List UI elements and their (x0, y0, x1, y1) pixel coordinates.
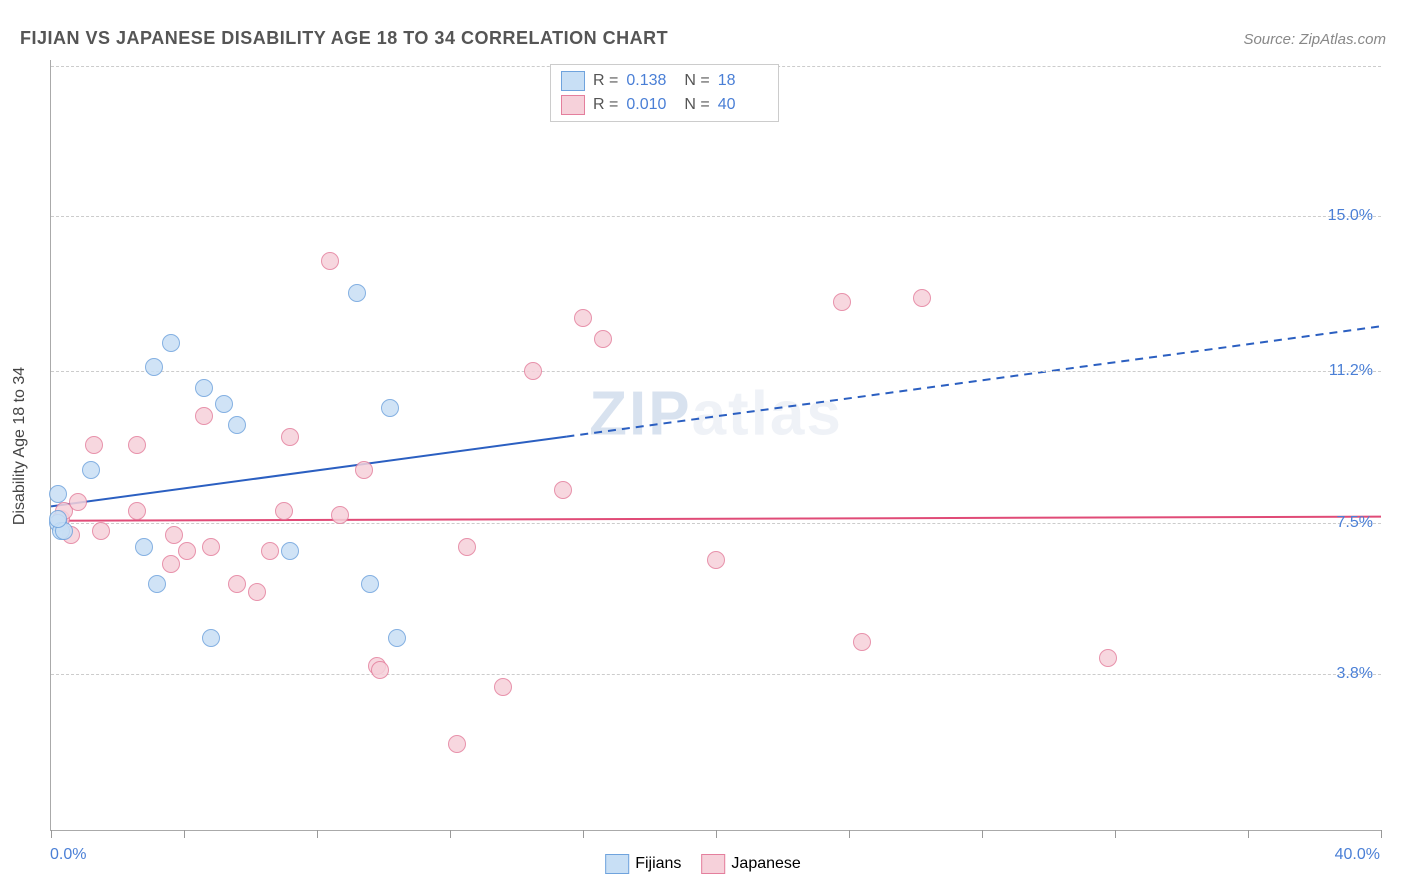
scatter-point-japanese (524, 362, 542, 380)
scatter-point-fijians (361, 575, 379, 593)
x-tick (450, 830, 451, 838)
legend-row-fijians: R = 0.138 N = 18 (561, 69, 768, 93)
gridline (51, 523, 1381, 524)
series-legend: Fijians Japanese (605, 854, 801, 874)
scatter-point-japanese (355, 461, 373, 479)
scatter-point-fijians (228, 416, 246, 434)
scatter-point-japanese (371, 661, 389, 679)
x-tick (982, 830, 983, 838)
scatter-point-fijians (82, 461, 100, 479)
scatter-point-japanese (85, 436, 103, 454)
scatter-point-japanese (494, 678, 512, 696)
n-value-japanese: 40 (718, 96, 768, 114)
scatter-point-japanese (128, 502, 146, 520)
scatter-point-japanese (448, 735, 466, 753)
scatter-point-fijians (215, 395, 233, 413)
scatter-point-fijians (162, 334, 180, 352)
watermark: ZIPatlas (589, 379, 843, 450)
scatter-point-japanese (202, 538, 220, 556)
scatter-point-fijians (49, 485, 67, 503)
gridline (51, 674, 1381, 675)
n-label: N = (684, 96, 709, 114)
r-label: R = (593, 72, 618, 90)
x-tick (1381, 830, 1382, 838)
scatter-point-japanese (228, 575, 246, 593)
scatter-point-japanese (261, 542, 279, 560)
x-tick (184, 830, 185, 838)
gridline (51, 216, 1381, 217)
scatter-point-japanese (165, 526, 183, 544)
swatch-fijians (561, 71, 585, 91)
r-value-fijians: 0.138 (626, 72, 676, 90)
scatter-point-fijians (381, 399, 399, 417)
gridline (51, 371, 1381, 372)
scatter-point-fijians (281, 542, 299, 560)
y-tick-label: 7.5% (1337, 514, 1373, 532)
legend-label-japanese: Japanese (731, 855, 800, 873)
scatter-point-fijians (135, 538, 153, 556)
scatter-point-japanese (162, 555, 180, 573)
x-axis-max-label: 40.0% (1335, 846, 1380, 864)
r-label: R = (593, 96, 618, 114)
n-label: N = (684, 72, 709, 90)
scatter-point-japanese (195, 407, 213, 425)
y-tick-label: 15.0% (1328, 207, 1373, 225)
scatter-point-fijians (148, 575, 166, 593)
y-tick-label: 11.2% (1329, 362, 1373, 380)
trend-lines-layer (51, 60, 1381, 830)
legend-item-japanese: Japanese (701, 854, 800, 874)
scatter-point-japanese (853, 633, 871, 651)
swatch-japanese (561, 95, 585, 115)
scatter-point-japanese (913, 289, 931, 307)
y-tick-label: 3.8% (1337, 665, 1373, 683)
scatter-point-fijians (195, 379, 213, 397)
x-tick (716, 830, 717, 838)
scatter-point-japanese (128, 436, 146, 454)
x-tick (583, 830, 584, 838)
chart-title: FIJIAN VS JAPANESE DISABILITY AGE 18 TO … (20, 28, 668, 49)
watermark-atlas: atlas (692, 380, 843, 449)
scatter-point-fijians (145, 358, 163, 376)
scatter-point-japanese (707, 551, 725, 569)
scatter-point-fijians (49, 510, 67, 528)
x-axis-min-label: 0.0% (50, 846, 86, 864)
watermark-zip: ZIP (589, 380, 691, 449)
legend-item-fijians: Fijians (605, 854, 681, 874)
x-tick (1248, 830, 1249, 838)
chart-header: FIJIAN VS JAPANESE DISABILITY AGE 18 TO … (20, 28, 1386, 49)
scatter-point-japanese (178, 542, 196, 560)
scatter-plot-area: ZIPatlas 3.8% 7.5% 11.2% 15.0% (50, 60, 1381, 831)
scatter-point-japanese (281, 428, 299, 446)
correlation-legend: R = 0.138 N = 18 R = 0.010 N = 40 (550, 64, 779, 122)
scatter-point-japanese (458, 538, 476, 556)
scatter-point-japanese (554, 481, 572, 499)
scatter-point-fijians (348, 284, 366, 302)
source-attribution: Source: ZipAtlas.com (1243, 31, 1386, 48)
x-tick (849, 830, 850, 838)
scatter-point-japanese (574, 309, 592, 327)
swatch-fijians (605, 854, 629, 874)
scatter-point-japanese (275, 502, 293, 520)
scatter-point-japanese (69, 493, 87, 511)
scatter-point-fijians (202, 629, 220, 647)
x-tick (51, 830, 52, 838)
scatter-point-japanese (594, 330, 612, 348)
n-value-fijians: 18 (718, 72, 768, 90)
scatter-point-fijians (388, 629, 406, 647)
x-tick (317, 830, 318, 838)
scatter-point-japanese (1099, 649, 1117, 667)
scatter-point-japanese (833, 293, 851, 311)
x-tick (1115, 830, 1116, 838)
legend-label-fijians: Fijians (635, 855, 681, 873)
scatter-point-japanese (331, 506, 349, 524)
scatter-point-japanese (321, 252, 339, 270)
swatch-japanese (701, 854, 725, 874)
y-axis-title: Disability Age 18 to 34 (11, 367, 29, 525)
scatter-point-japanese (92, 522, 110, 540)
legend-row-japanese: R = 0.010 N = 40 (561, 93, 768, 117)
r-value-japanese: 0.010 (626, 96, 676, 114)
scatter-point-japanese (248, 583, 266, 601)
